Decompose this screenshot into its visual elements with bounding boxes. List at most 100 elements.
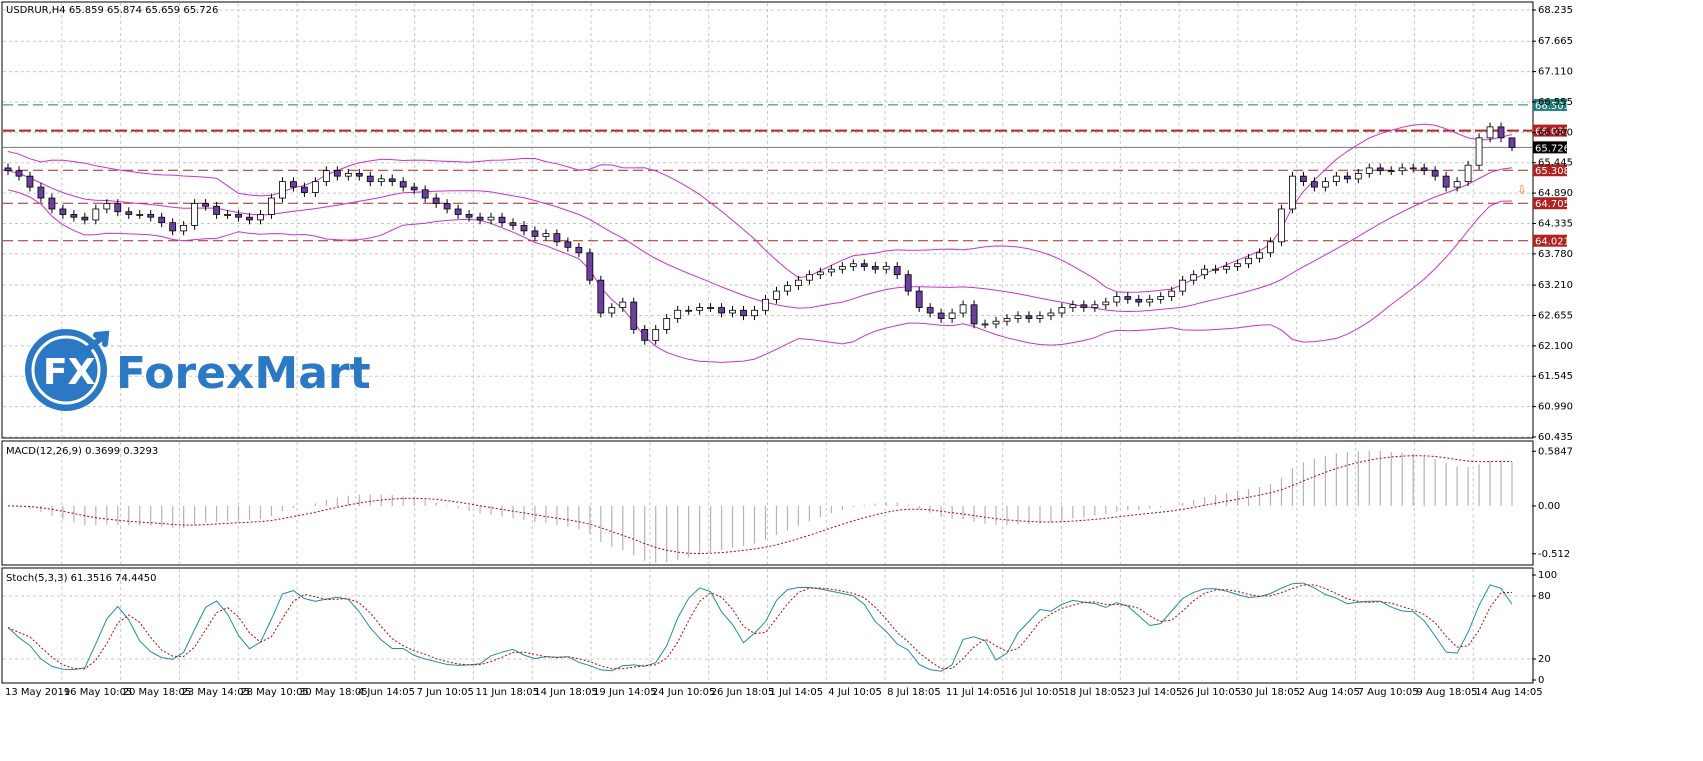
candle-body [169, 222, 177, 232]
stoch-main-line [7, 582, 1513, 672]
candle-body [1201, 268, 1209, 276]
price-tick-label: 65.445 [1538, 158, 1573, 169]
candle-body [937, 312, 945, 319]
stoch-tick-label: 100 [1538, 570, 1557, 581]
candle-body [476, 216, 484, 221]
candle-body [4, 167, 12, 172]
candle-body [92, 208, 100, 221]
time-tick-label: 28 May 10:05 [240, 687, 309, 698]
candle-body [597, 279, 605, 314]
candle-body [663, 318, 671, 330]
forexmart-logo: FX ForexMart [25, 329, 371, 411]
level-tag-label: 65.726 [1535, 143, 1570, 154]
candle-body [553, 233, 561, 243]
candle-body [1223, 266, 1230, 270]
stoch-tick-label: 20 [1538, 654, 1551, 665]
bollinger-upper [7, 123, 1513, 293]
candle-body [1409, 167, 1417, 170]
level-tag [1533, 141, 1567, 154]
level-tag [1533, 124, 1567, 137]
candle-body [520, 225, 528, 232]
candle-body [1091, 304, 1099, 308]
candle-body [410, 186, 418, 191]
logo-name: ForexMart [116, 348, 371, 399]
candle-body [882, 266, 890, 270]
candle-body [1376, 167, 1384, 172]
stoch-signal-line [7, 584, 1513, 670]
candle-body [948, 312, 956, 319]
candle-body [70, 214, 78, 218]
candle-body [454, 208, 462, 215]
candle-body [235, 214, 242, 218]
candle-body [729, 309, 736, 314]
candle-body [1321, 181, 1329, 188]
candle-body [1354, 173, 1362, 180]
candle-body [1025, 315, 1033, 319]
candle-body [355, 173, 363, 177]
time-tick-label: 20 May 18:05 [123, 687, 192, 698]
level-tag-label: 66.501 [1535, 101, 1570, 112]
time-tick-label: 4 Jun 14:05 [358, 687, 415, 698]
macd-tick-label: 0.5847 [1538, 446, 1573, 457]
candle-body [564, 241, 572, 248]
candle-body [641, 329, 649, 341]
candle-body [1058, 307, 1066, 314]
candle-body [784, 285, 791, 292]
candle-body [213, 205, 220, 215]
candle-body [202, 203, 210, 207]
candle-body [1453, 181, 1461, 188]
candle-body [1486, 126, 1494, 139]
time-tick-label: 18 Jul 18:05 [1064, 687, 1124, 698]
candle-body [531, 230, 539, 237]
candle-body [388, 178, 396, 183]
candle-body [26, 175, 34, 188]
time-tick-label: 14 Jun 18:05 [534, 687, 598, 698]
candle-body [1431, 170, 1439, 177]
candle-body [1212, 268, 1219, 271]
candle-body [981, 323, 989, 326]
time-tick-label: 24 Jun 10:05 [652, 687, 716, 698]
time-tick-label: 4 Jul 10:05 [828, 687, 882, 698]
candle-body [290, 181, 297, 188]
logo-glyph: FX [43, 352, 96, 393]
candle-body [1069, 304, 1077, 308]
candle-body [1365, 167, 1373, 174]
price-tick-label: 66.555 [1538, 97, 1573, 108]
candle-body [1343, 175, 1351, 180]
candle-body [762, 298, 769, 311]
time-tick-label: 11 Jun 18:05 [475, 687, 539, 698]
candle-body [1168, 290, 1176, 297]
candle-body [498, 216, 506, 224]
candle-body [893, 266, 901, 276]
candle-body [1146, 298, 1154, 303]
price-tick-label: 66.000 [1538, 127, 1573, 138]
level-tag [1533, 197, 1567, 210]
candle-body [1256, 252, 1263, 259]
candle-body [1278, 208, 1285, 243]
candle-body [1245, 257, 1252, 265]
stoch-label: Stoch(5,3,3) 61.3516 74.4450 [6, 573, 157, 584]
candle-body [377, 178, 385, 183]
candle-body [1300, 175, 1307, 183]
candle-body [333, 170, 341, 177]
candle-body [608, 307, 616, 314]
candle-body [147, 214, 155, 218]
level-tag [1533, 98, 1567, 111]
macd-label: MACD(12,26,9) 0.3699 0.3293 [6, 446, 158, 457]
candle-body [1102, 301, 1110, 306]
candle-body [1332, 175, 1340, 183]
candle-body [432, 197, 440, 204]
symbol-header: USDRUR,H4 65.859 65.874 65.659 65.726 [6, 5, 218, 16]
macd-signal-line [7, 455, 1513, 555]
price-tick-label: 61.545 [1538, 371, 1573, 382]
candle-body [1003, 318, 1011, 322]
candle-body [1464, 164, 1472, 183]
candle-body [740, 309, 747, 317]
candle-body [542, 233, 550, 237]
time-tick-label: 11 Jul 14:05 [946, 687, 1006, 698]
candle-body [1190, 274, 1198, 281]
time-tick-label: 7 Aug 10:05 [1358, 687, 1419, 698]
candle-body [246, 216, 253, 221]
